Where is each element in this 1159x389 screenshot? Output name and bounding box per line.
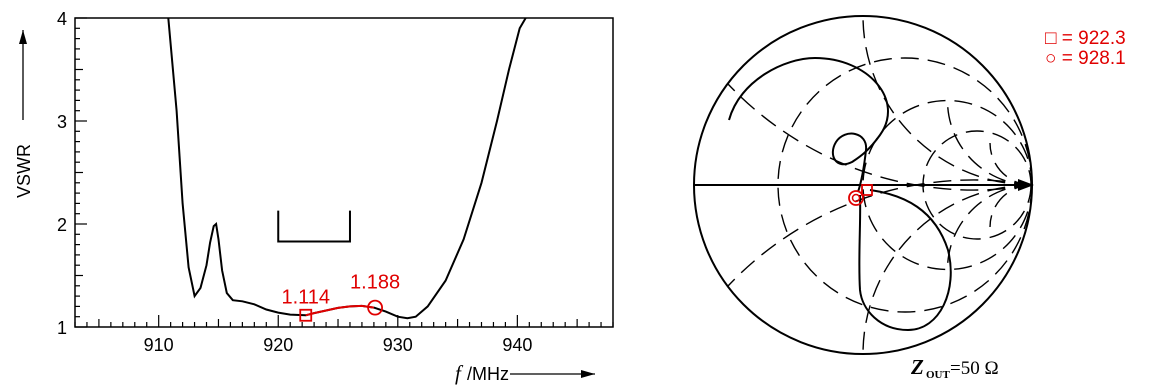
legend: □ = 922.3 ○ = 928.1	[1045, 28, 1126, 69]
svg-text:OUT: OUT	[926, 369, 951, 381]
data-label-1114: 1.114	[281, 286, 330, 308]
smith-chart: Z OUT =50 Ω □ = 922.3 ○ = 928.1	[693, 15, 1126, 381]
impedance-locus	[728, 56, 889, 193]
vswr-chart: 910 920 930 940 1 2 3 4 VSWR 1.114 1.188 f /MH…	[14, 9, 614, 385]
plot-frame	[74, 17, 614, 328]
y-tick-label: 3	[57, 112, 67, 132]
impedance-locus-lower	[858, 189, 952, 332]
svg-text:=50 Ω: =50 Ω	[950, 358, 999, 379]
x-tick-label: 910	[144, 335, 174, 355]
vswr-highlight-segment	[305, 304, 375, 317]
smith-real-axis	[694, 179, 1034, 191]
data-label-1188: 1.188	[350, 272, 400, 294]
x-axis-ticks: 910 920 930 940	[74, 315, 614, 355]
y-axis-label: VSWR	[14, 144, 34, 198]
smith-caption: Z OUT =50 Ω	[910, 355, 999, 381]
svg-text:/MHz: /MHz	[467, 364, 509, 384]
y-tick-label: 2	[57, 215, 67, 235]
smith-marker-square	[861, 184, 873, 196]
y-axis-ticks: 1 2 3 4	[57, 9, 87, 338]
y-axis-arrow	[19, 30, 27, 120]
x-tick-label: 940	[502, 335, 532, 355]
x-tick-label: 920	[263, 335, 293, 355]
y-tick-label: 1	[57, 318, 67, 338]
svg-text:f: f	[455, 361, 464, 385]
x-axis-arrow	[510, 370, 595, 378]
legend-entry-square: □ = 922.3	[1045, 28, 1126, 49]
x-axis-label: f /MHz	[455, 361, 509, 385]
x-tick-label: 930	[383, 335, 413, 355]
y-tick-label: 4	[57, 9, 67, 29]
smith-marker-circle-inner	[851, 193, 861, 203]
vswr-series-line	[167, 17, 527, 320]
svg-text:Z: Z	[910, 355, 924, 379]
smith-marker-circle	[848, 190, 864, 206]
marker-circle	[367, 299, 383, 316]
legend-entry-circle: ○ = 928.1	[1045, 48, 1126, 69]
frequency-bracket	[277, 210, 351, 243]
marker-square	[299, 308, 313, 322]
